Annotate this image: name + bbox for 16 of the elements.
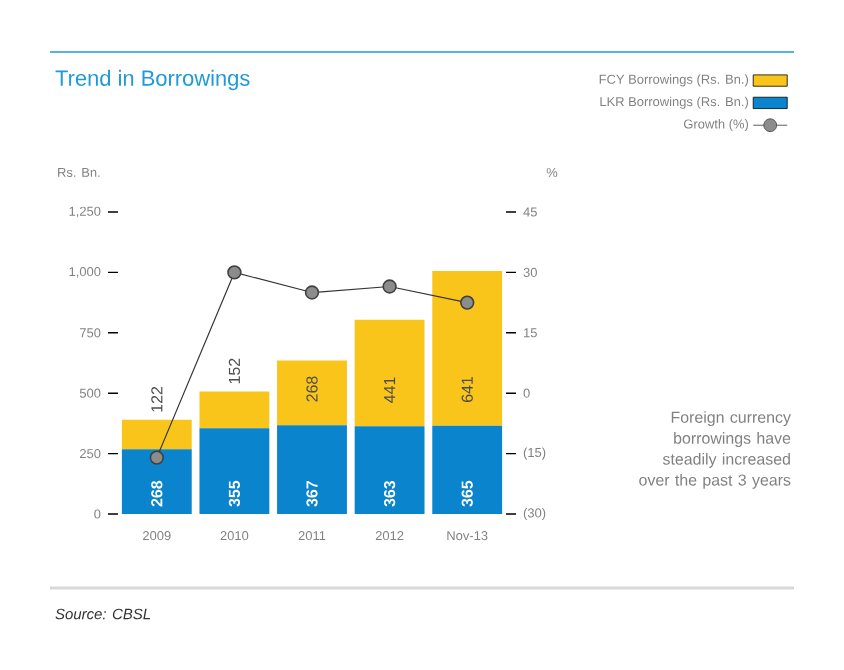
- bar: [432, 425, 503, 514]
- chart-title: Trend in Borrowings: [55, 69, 250, 91]
- bar: [277, 425, 347, 514]
- bar: [354, 319, 425, 427]
- bar: [277, 360, 347, 426]
- bar: [354, 426, 425, 514]
- point: [382, 279, 397, 294]
- point: [149, 450, 164, 465]
- bar: [199, 428, 270, 514]
- point: [304, 285, 320, 300]
- point: [460, 295, 475, 310]
- point: [227, 265, 242, 280]
- bar: [121, 449, 192, 514]
- bar: [199, 391, 270, 429]
- bar: [121, 419, 192, 450]
- bar: [432, 270, 503, 426]
